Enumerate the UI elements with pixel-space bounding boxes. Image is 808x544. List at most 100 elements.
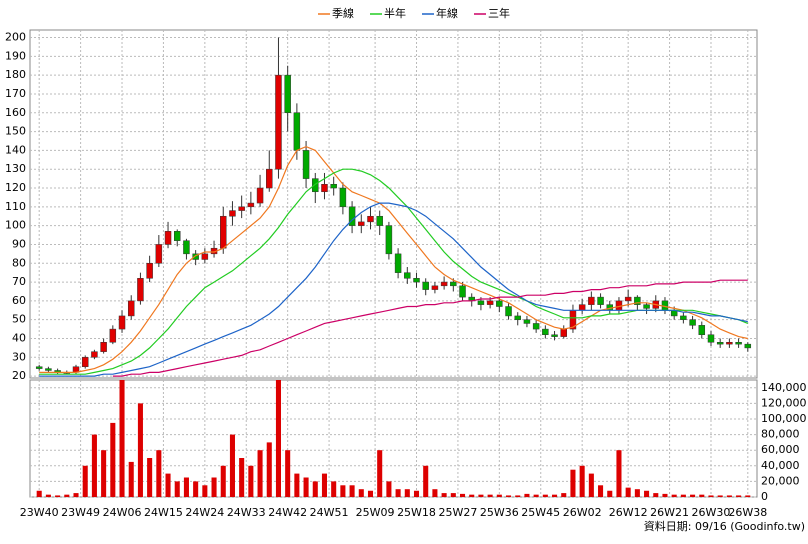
- x-tick-label: 25W27: [438, 506, 477, 519]
- x-tick-label: 26W21: [650, 506, 689, 519]
- volume-bar: [625, 487, 631, 497]
- candle-body: [523, 319, 531, 324]
- candle-body: [505, 306, 512, 317]
- volume-bar: [55, 495, 61, 497]
- candle-body: [201, 253, 209, 260]
- volume-bar: [450, 493, 456, 497]
- x-tick-label: 25W18: [397, 506, 436, 519]
- x-tick-label: 26W02: [563, 506, 602, 519]
- volume-bar: [699, 494, 705, 497]
- candle-body: [744, 343, 752, 349]
- x-tick-label: 23W40: [20, 506, 59, 519]
- candle-body: [578, 304, 586, 311]
- candle-body: [716, 342, 724, 345]
- volume-bar: [745, 495, 751, 497]
- volume-bar: [386, 481, 392, 497]
- volume-bar: [340, 485, 346, 497]
- x-tick-label: 24W15: [144, 506, 183, 519]
- candle-body: [404, 272, 411, 279]
- candle-body: [680, 315, 687, 320]
- x-tick-label: 25W36: [480, 506, 519, 519]
- volume-bar: [119, 380, 125, 497]
- candle-body: [229, 210, 236, 217]
- y-tick-label: 100: [5, 219, 26, 232]
- volume-bar: [147, 458, 153, 497]
- volume-bar: [524, 493, 530, 497]
- candle-body: [339, 187, 347, 208]
- candle-body: [109, 328, 117, 343]
- y-tick-label: 170: [5, 87, 26, 100]
- volume-bar: [736, 495, 742, 497]
- candle-body: [220, 215, 227, 249]
- y-tick-label: 90: [12, 237, 26, 250]
- volume-bar: [64, 494, 70, 497]
- volume-bar: [294, 473, 300, 497]
- candle-body: [238, 206, 245, 211]
- volume-bar: [506, 495, 512, 497]
- ma-line: [39, 145, 748, 373]
- candle-body: [394, 253, 402, 273]
- volume-bar: [275, 380, 281, 497]
- candle-body: [155, 244, 163, 264]
- volume-bar: [561, 493, 567, 497]
- volume-bar: [616, 450, 622, 497]
- candle-body: [256, 187, 264, 204]
- candle-body: [588, 296, 595, 305]
- volume-bar: [404, 489, 410, 497]
- volume-bar: [653, 493, 659, 497]
- source-note: 資料日期: 09/16 (Goodinfo.tw): [644, 519, 805, 533]
- x-tick-label: 26W12: [609, 506, 648, 519]
- volume-bar: [459, 493, 466, 497]
- candle-body: [597, 296, 604, 305]
- y-tick-label: 80: [12, 256, 26, 269]
- y-tick-label: 140: [5, 143, 26, 156]
- x-tick-label: 25W09: [356, 506, 395, 519]
- candle-body: [450, 281, 457, 287]
- candle-body: [385, 225, 393, 255]
- volume-bar: [478, 494, 484, 497]
- candle-body: [413, 278, 420, 283]
- volume-bar: [570, 469, 576, 497]
- candle-body: [321, 183, 328, 193]
- y-tick-label: 0: [761, 490, 768, 503]
- volume-bar: [671, 494, 677, 497]
- volume-bar: [469, 494, 475, 497]
- volume-bar: [441, 493, 447, 497]
- price-frame: [29, 29, 758, 379]
- volume-bar: [137, 403, 143, 497]
- candle-body: [348, 206, 356, 226]
- candle-body: [284, 74, 291, 114]
- volume-bar: [367, 490, 374, 497]
- volume-bar: [413, 490, 420, 497]
- volume-bar: [45, 494, 51, 497]
- candle-body: [367, 215, 374, 223]
- candle-body: [551, 334, 558, 337]
- candle-body: [302, 150, 310, 179]
- candle-body: [735, 342, 742, 345]
- x-tick-label: 24W33: [227, 506, 266, 519]
- legend-label: 三年: [488, 6, 510, 20]
- volume-bar: [644, 490, 650, 497]
- volume-bar: [726, 495, 732, 497]
- volume-bar: [588, 473, 594, 497]
- candle-body: [100, 342, 107, 352]
- candle-body: [192, 253, 199, 260]
- volume-bar: [487, 494, 493, 497]
- y-tick-label: 60,000: [761, 443, 800, 456]
- y-tick-label: 160: [5, 106, 26, 119]
- volume-bar: [708, 495, 714, 497]
- candle-body: [376, 215, 383, 226]
- candle-body: [634, 296, 641, 305]
- candle-body: [486, 300, 494, 305]
- volume-bar: [229, 434, 235, 497]
- candle-body: [146, 263, 153, 279]
- candle-body: [137, 278, 144, 302]
- x-tick-label: 25W45: [521, 506, 560, 519]
- volume-bar: [542, 494, 548, 497]
- y-tick-label: 70: [12, 275, 26, 288]
- volume-bar: [331, 481, 337, 497]
- volume-bar: [395, 489, 401, 497]
- candle-body: [358, 221, 365, 226]
- y-tick-label: 80,000: [761, 428, 800, 441]
- x-tick-label: 24W24: [185, 506, 224, 519]
